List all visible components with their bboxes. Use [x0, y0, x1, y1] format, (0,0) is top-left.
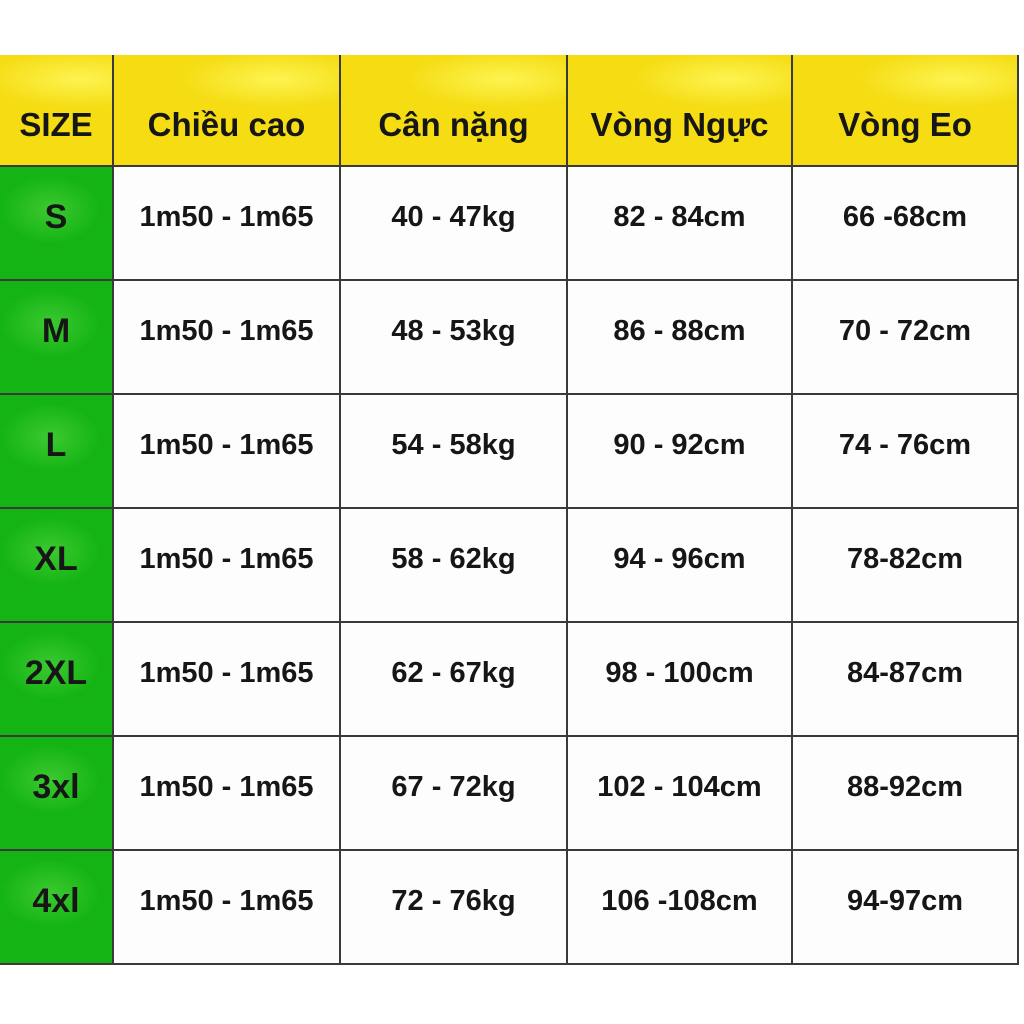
header-cell-size: SIZE — [0, 55, 114, 167]
weight-cell: 67 - 72kg — [341, 737, 568, 851]
header-cell-weight: Cân nặng — [341, 55, 568, 167]
waist-cell: 88-92cm — [793, 737, 1019, 851]
weight-cell: 54 - 58kg — [341, 395, 568, 509]
size-label-cell: L — [0, 395, 114, 509]
waist-cell: 66 -68cm — [793, 167, 1019, 281]
height-cell: 1m50 - 1m65 — [114, 623, 341, 737]
size-label-cell: 3xl — [0, 737, 114, 851]
size-chart-table: SIZE Chiều cao Cân nặng Vòng Ngực Vòng E… — [0, 55, 1019, 965]
size-label-cell: S — [0, 167, 114, 281]
chest-cell: 94 - 96cm — [568, 509, 793, 623]
size-label-cell: 2XL — [0, 623, 114, 737]
chest-cell: 82 - 84cm — [568, 167, 793, 281]
height-cell: 1m50 - 1m65 — [114, 851, 341, 965]
size-label-cell: 4xl — [0, 851, 114, 965]
height-cell: 1m50 - 1m65 — [114, 281, 341, 395]
waist-cell: 70 - 72cm — [793, 281, 1019, 395]
height-cell: 1m50 - 1m65 — [114, 167, 341, 281]
chest-cell: 98 - 100cm — [568, 623, 793, 737]
waist-cell: 84-87cm — [793, 623, 1019, 737]
size-label-cell: M — [0, 281, 114, 395]
size-label-cell: XL — [0, 509, 114, 623]
chest-cell: 106 -108cm — [568, 851, 793, 965]
chest-cell: 90 - 92cm — [568, 395, 793, 509]
weight-cell: 62 - 67kg — [341, 623, 568, 737]
weight-cell: 40 - 47kg — [341, 167, 568, 281]
header-cell-height: Chiều cao — [114, 55, 341, 167]
weight-cell: 48 - 53kg — [341, 281, 568, 395]
waist-cell: 78-82cm — [793, 509, 1019, 623]
weight-cell: 72 - 76kg — [341, 851, 568, 965]
height-cell: 1m50 - 1m65 — [114, 737, 341, 851]
waist-cell: 94-97cm — [793, 851, 1019, 965]
chest-cell: 102 - 104cm — [568, 737, 793, 851]
weight-cell: 58 - 62kg — [341, 509, 568, 623]
chest-cell: 86 - 88cm — [568, 281, 793, 395]
height-cell: 1m50 - 1m65 — [114, 395, 341, 509]
header-cell-waist: Vòng Eo — [793, 55, 1019, 167]
height-cell: 1m50 - 1m65 — [114, 509, 341, 623]
header-cell-chest: Vòng Ngực — [568, 55, 793, 167]
waist-cell: 74 - 76cm — [793, 395, 1019, 509]
